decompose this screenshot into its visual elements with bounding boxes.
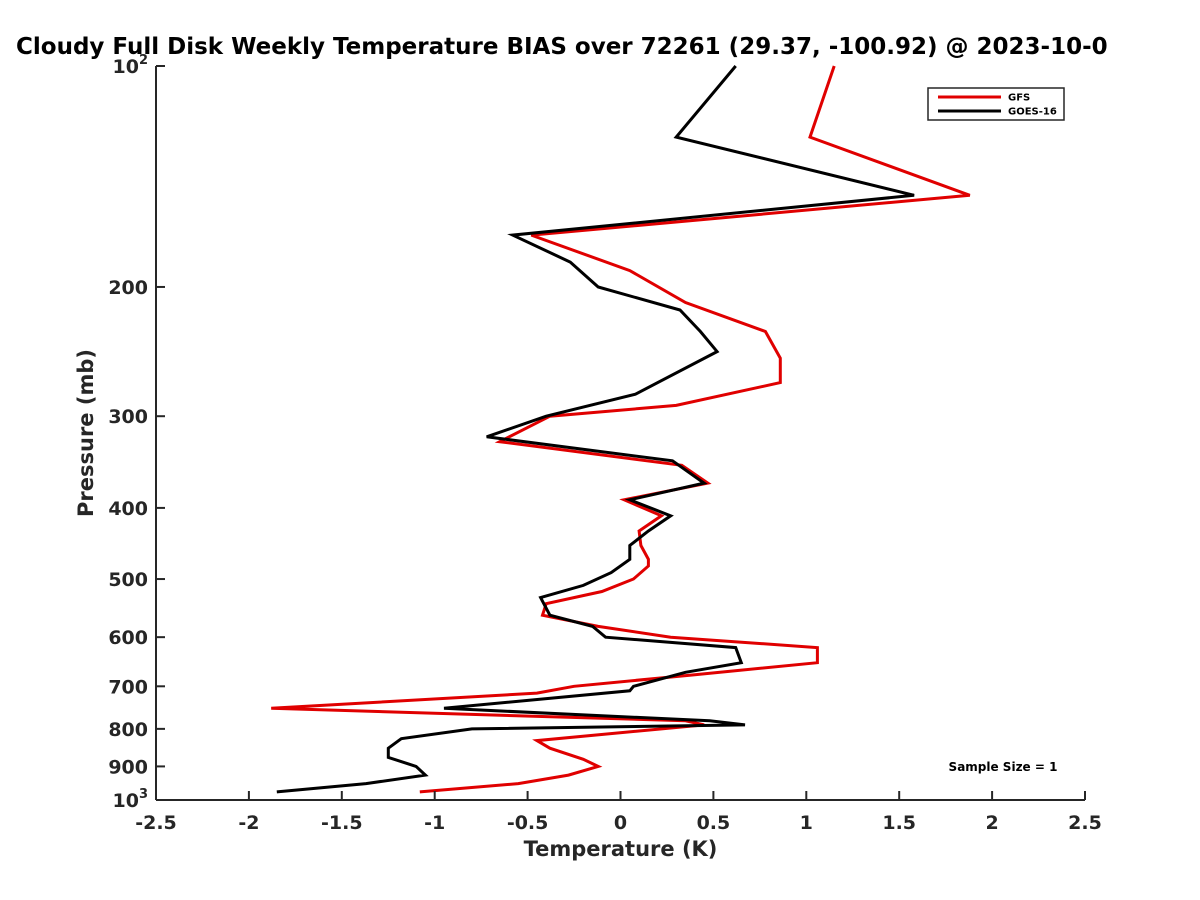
chart-title: Cloudy Full Disk Weekly Temperature BIAS… [16,34,1108,60]
y-tick-label: 900 [108,756,148,778]
y-axis-ticks: 102 200 300 400 500 600 700 800 900 103 [108,53,165,812]
legend-label: GFS [1008,93,1030,104]
x-tick-label: 1 [800,812,813,834]
x-tick-label: 2 [985,812,998,834]
x-axis-label: Temperature (K) [524,837,718,861]
legend: GFS GOES-16 [927,87,1065,121]
x-tick-label: 2.5 [1068,812,1102,834]
series-line-gfs [271,65,971,794]
y-tick-label: 102 [113,53,149,78]
y-tick-label: 700 [108,676,148,698]
y-axis-label: Pressure (mb) [74,349,98,517]
x-tick-label: -1 [424,812,445,834]
legend-box [927,87,1065,121]
x-tick-label: -2 [238,812,259,834]
x-tick-label: -0.5 [507,812,549,834]
x-tick-label: 0.5 [697,812,731,834]
series-line-goes-16 [276,65,915,794]
y-tick-label: 300 [108,406,148,428]
y-tick-label: 800 [108,719,148,741]
x-tick-label: -1.5 [321,812,363,834]
x-axis-ticks: -2.5 -2 -1.5 -1 -0.5 0 0.5 1 1.5 2 2.5 [135,791,1102,834]
y-tick-label: 200 [108,277,148,299]
axes [155,66,1085,801]
plot-lines [271,65,971,794]
y-tick-label: 500 [108,569,148,591]
legend-label: GOES-16 [1008,107,1057,118]
sample-size-annotation: Sample Size = 1 [949,760,1058,774]
x-tick-label: 1.5 [882,812,916,834]
y-tick-label: 103 [113,787,149,812]
x-tick-label: 0 [614,812,627,834]
y-tick-label: 600 [108,627,148,649]
x-tick-label: -2.5 [135,812,177,834]
y-tick-label: 400 [108,498,148,520]
